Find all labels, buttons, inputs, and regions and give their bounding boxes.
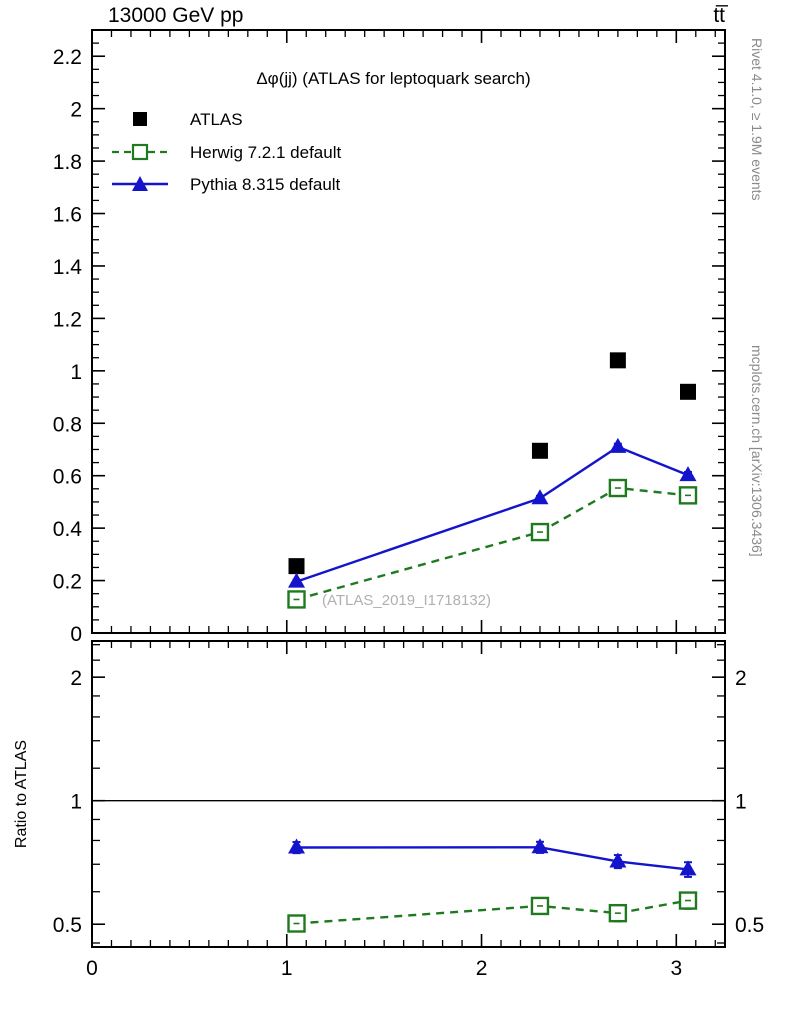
- legend-marker-open-square: [131, 143, 149, 161]
- main-data-point: [288, 558, 305, 575]
- ratio-data-point: [531, 838, 549, 854]
- ratio-y-tick-label-left: 1: [70, 791, 82, 814]
- ratio-data-point: [679, 860, 697, 876]
- legend-label: ATLAS: [190, 110, 243, 129]
- main-data-point: [288, 572, 306, 588]
- main-y-tick-label: 0.6: [53, 466, 82, 489]
- ratio-y-tick-label-right: 2: [735, 667, 747, 690]
- main-y-tick-label: 1.2: [53, 308, 82, 331]
- ratio-y-tick-label-left: 2: [70, 667, 82, 690]
- header-process-label: tt̅: [713, 4, 729, 27]
- main-y-tick-label: 1.8: [53, 151, 82, 174]
- main-y-tick-label: 2.2: [53, 46, 82, 69]
- ratio-axis-label: Ratio to ATLAS: [13, 740, 30, 848]
- x-tick-label: 0: [86, 957, 98, 980]
- legend-marker-square: [133, 112, 147, 126]
- legend-label: Herwig 7.2.1 default: [190, 143, 341, 162]
- ratio-data-point: [288, 838, 306, 854]
- main-data-point: [609, 352, 626, 369]
- x-tick-label: 3: [670, 957, 682, 980]
- main-data-point: [531, 489, 549, 505]
- ratio-y-tick-label-left: 0.5: [53, 914, 82, 937]
- side-label-rivet-version: Rivet 4.1.0, ≥ 1.9M events: [749, 38, 765, 201]
- main-series-line: [296, 445, 689, 583]
- main-y-tick-label: 0.8: [53, 413, 82, 436]
- main-y-tick-label: 1.4: [53, 256, 83, 279]
- chart-title: Δφ(jj) (ATLAS for leptoquark search): [256, 69, 530, 88]
- ratio-series-line: [296, 846, 689, 871]
- dataset-watermark: (ATLAS_2019_I1718132): [322, 592, 491, 609]
- main-series-line: [296, 486, 689, 601]
- main-y-tick-label: 1.6: [53, 204, 82, 227]
- main-y-tick-label: 0.2: [53, 571, 82, 594]
- main-y-tick-label: 0: [70, 623, 82, 646]
- ratio-y-tick-label-right: 0.5: [735, 914, 764, 937]
- main-data-point: [679, 383, 696, 400]
- ratio-series-line: [296, 899, 689, 925]
- ratio-y-tick-label-right: 1: [735, 791, 747, 814]
- legend-marker-triangle: [132, 176, 148, 191]
- legend-label: Pythia 8.315 default: [190, 175, 341, 194]
- main-y-tick-label: 1: [70, 361, 82, 384]
- main-y-tick-label: 0.4: [53, 518, 83, 541]
- ratio-plot-frame: [91, 640, 726, 948]
- header-beam-energy: 13000 GeV pp: [108, 4, 243, 27]
- main-y-tick-label: 2: [70, 99, 82, 122]
- x-tick-label: 1: [281, 957, 293, 980]
- main-data-point: [531, 442, 548, 459]
- side-label-mcplots-reference: mcplots.cern.ch [arXiv:1306.3436]: [749, 345, 765, 557]
- x-tick-label: 2: [476, 957, 488, 980]
- ratio-data-point: [609, 852, 627, 868]
- main-data-point: [679, 466, 697, 482]
- main-data-point: [609, 437, 627, 453]
